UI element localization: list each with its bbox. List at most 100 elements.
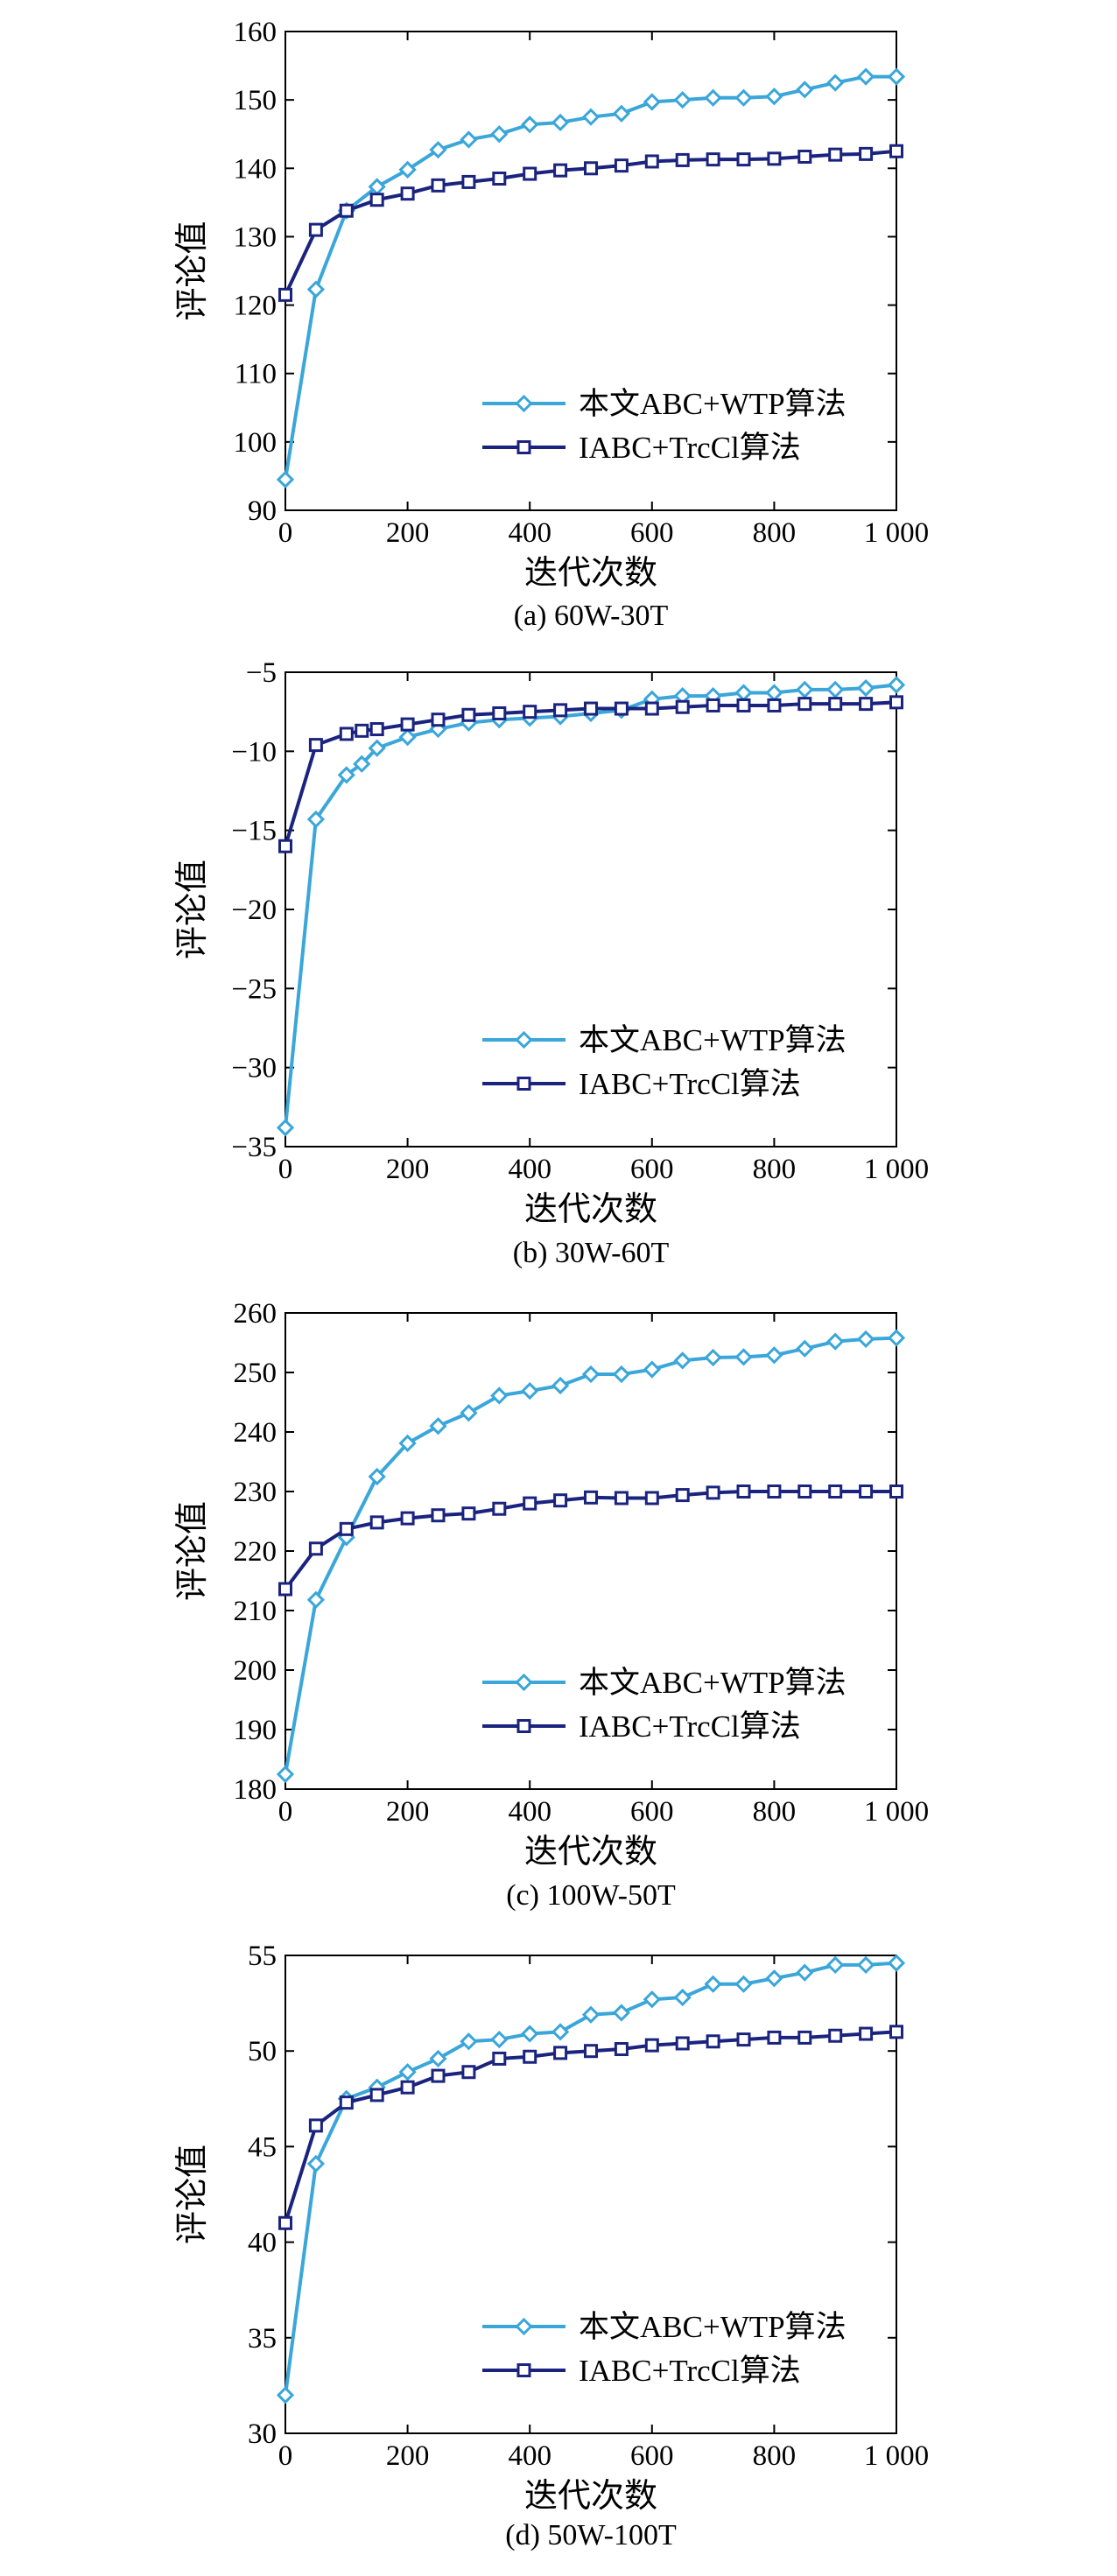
x-tick-label-c-4: 800 [753,1796,797,1828]
y-tick-label-b-4: −15 [231,816,277,847]
data-point-d-0-7 [490,2030,509,2049]
y-tick-label-c-4: 220 [234,1536,277,1568]
data-point-d-0-1 [306,2154,326,2173]
data-point-b-1-1 [308,738,323,753]
data-point-a-0-16 [765,88,783,106]
data-point-c-0-4 [398,1434,417,1453]
data-point-c-0-6 [460,1404,478,1422]
plot-frame-d [285,1955,897,2434]
data-point-a-1-11 [614,158,629,173]
data-point-a-0-5 [429,141,447,159]
data-point-b-1-3 [355,723,369,738]
data-point-c-0-18 [826,1332,845,1351]
data-point-a-0-13 [673,91,692,109]
data-point-d-0-13 [673,1988,692,2007]
data-point-a-1-0 [278,287,292,302]
data-point-b-1-19 [828,697,843,712]
data-point-d-1-15 [736,2032,751,2047]
data-point-b-1-8 [492,705,507,720]
data-point-d-0-12 [643,1990,661,2009]
data-point-a-0-17 [796,81,814,99]
x-tick-label-d-2: 400 [508,2440,551,2472]
y-axis-label-b: 评论值 [174,860,211,959]
data-point-a-1-15 [736,152,751,167]
data-point-b-1-5 [400,717,415,732]
data-point-b-0-21 [887,676,906,694]
y-tick-label-c-5: 230 [234,1477,277,1508]
data-point-d-0-14 [704,1975,722,1993]
data-point-c-0-7 [490,1386,509,1405]
data-point-b-1-4 [369,722,384,737]
data-point-d-1-11 [614,2042,629,2057]
y-tick-label-a-7: 160 [234,17,277,48]
data-point-d-1-4 [400,2080,415,2095]
y-tick-label-a-1: 100 [234,427,277,459]
data-point-d-0-10 [581,2005,601,2024]
data-point-c-0-10 [581,1365,601,1384]
data-point-d-0-19 [856,1955,875,1975]
data-point-c-1-9 [553,1493,568,1508]
y-tick-label-d-5: 55 [248,1941,277,1972]
y-tick-label-d-1: 35 [248,2323,277,2355]
data-point-c-1-12 [644,1491,659,1506]
x-axis-label-a: 迭代次数 [524,555,657,592]
data-point-c-0-3 [368,1467,386,1486]
data-point-a-1-14 [706,152,720,167]
data-point-b-0-17 [765,684,783,702]
data-point-d-0-16 [765,1969,783,1988]
caption-a: (a) 60W-30T [514,600,669,632]
data-point-a-1-10 [584,161,598,176]
caption-d: (d) 50W-100T [505,2519,677,2551]
data-point-c-0-19 [856,1330,875,1349]
data-point-b-1-16 [736,698,751,712]
data-point-c-1-19 [859,1485,874,1499]
data-point-d-0-11 [612,2004,631,2022]
data-point-a-1-17 [797,150,812,165]
y-tick-label-d-3: 45 [248,2131,277,2163]
y-tick-label-c-0: 180 [234,1774,277,1806]
y-tick-label-c-2: 200 [234,1655,277,1687]
legend-label-c-1: IABC+TrcCl算法 [579,1709,801,1744]
data-point-d-1-8 [523,2049,537,2064]
plot-frame-a [285,31,897,511]
data-point-b-0-0 [276,1119,295,1137]
x-axis-label-c: 迭代次数 [524,1834,657,1871]
x-tick-label-a-5: 1 000 [864,517,929,549]
legend-marker-d-0 [515,2317,533,2336]
legend-marker-b-0 [515,1030,533,1049]
data-point-c-0-13 [673,1351,692,1370]
x-tick-label-a-0: 0 [278,517,293,549]
data-point-d-0-18 [826,1955,845,1975]
series-line-c-1 [284,1490,896,1590]
x-tick-label-b-3: 600 [630,1154,674,1185]
data-point-d-1-6 [461,2065,476,2080]
legend-label-a-1: IABC+TrcCl算法 [579,431,801,465]
data-point-c-0-1 [306,1590,326,1609]
data-point-d-1-9 [553,2046,568,2060]
data-point-a-1-13 [675,152,690,167]
data-point-a-0-14 [704,88,722,107]
y-axis-label-d: 评论值 [174,2144,211,2244]
y-tick-label-d-4: 50 [248,2036,277,2067]
data-point-c-1-20 [889,1485,903,1499]
data-point-a-0-19 [856,67,875,86]
data-point-a-1-12 [644,154,659,169]
data-point-c-1-3 [369,1515,384,1530]
data-point-d-0-15 [734,1975,753,1993]
data-point-d-1-5 [431,2068,446,2083]
data-point-a-0-18 [826,74,845,92]
x-tick-label-b-1: 200 [386,1154,430,1185]
legend-label-d-0: 本文ABC+WTP算法 [579,2310,847,2344]
data-point-d-0-5 [429,2049,447,2068]
data-point-d-0-17 [796,1963,814,1982]
data-point-c-1-11 [614,1491,629,1506]
y-tick-label-c-3: 210 [234,1596,277,1627]
data-point-b-0-16 [734,684,753,702]
caption-b: (b) 30W-60T [513,1237,670,1269]
legend-marker-a-1 [516,440,531,454]
data-point-a-1-16 [767,151,782,166]
data-point-d-1-3 [369,2088,384,2102]
data-point-b-1-11 [584,701,598,716]
x-tick-label-c-0: 0 [278,1796,293,1828]
